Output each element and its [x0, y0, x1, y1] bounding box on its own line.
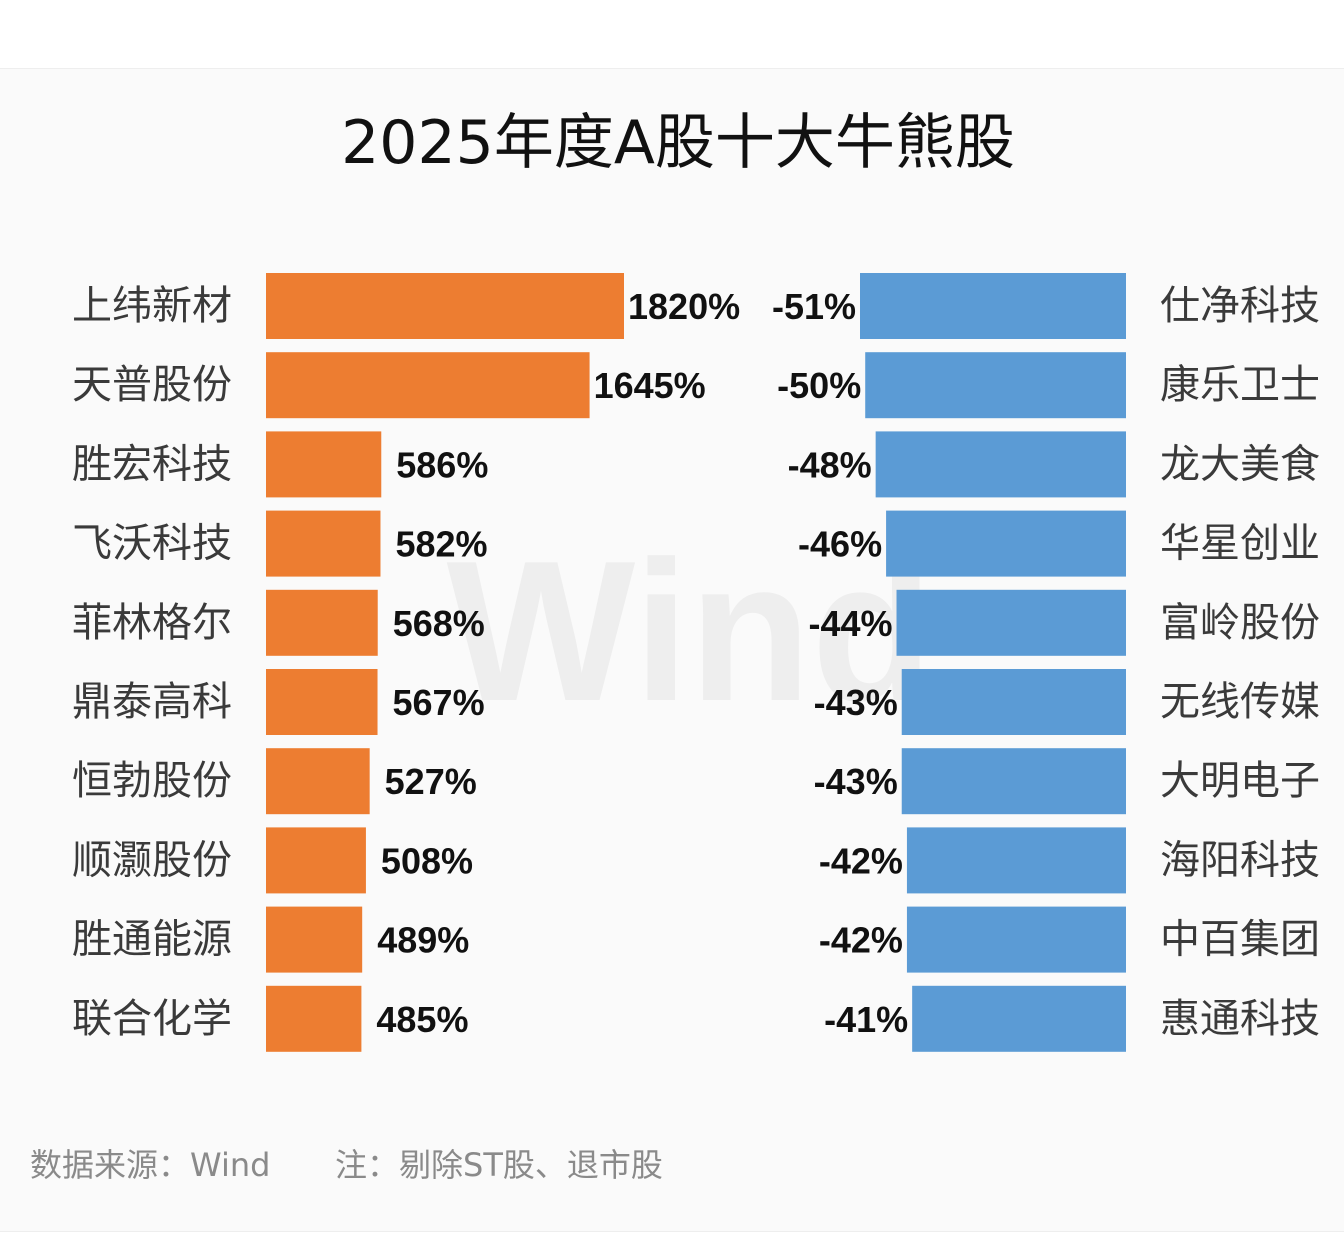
bull-value-label: 489% — [377, 920, 469, 961]
bull-bar — [266, 431, 382, 498]
bear-stock-name: 华星创业 — [1160, 521, 1320, 567]
bear-bar — [906, 827, 1126, 894]
bull-bar — [266, 827, 366, 894]
bear-stock-name: 龙大美食 — [1160, 441, 1320, 487]
bear-bar — [901, 748, 1126, 815]
bear-bar — [875, 431, 1126, 498]
bull-value-label: 586% — [396, 444, 488, 485]
bear-value-label: -43% — [814, 682, 898, 723]
bear-bar — [896, 589, 1126, 656]
bull-value-label: 527% — [385, 761, 477, 802]
bear-stock-name: 富岭股份 — [1160, 600, 1320, 646]
bear-value-label: -51% — [772, 286, 856, 327]
bull-value-label: 1820% — [628, 286, 740, 327]
chart-title: 2025年度A股十大牛熊股 — [341, 108, 1015, 178]
bull-stock-name: 上纬新材 — [72, 283, 232, 329]
bull-stock-name: 恒勃股份 — [72, 758, 232, 804]
bear-value-label: -41% — [824, 999, 908, 1040]
watermark-text: Wind — [447, 520, 934, 743]
bull-stock-name: 鼎泰高科 — [72, 679, 232, 725]
bull-bar — [266, 273, 624, 339]
bear-value-label: -46% — [798, 524, 882, 565]
bear-stock-name: 海阳科技 — [1160, 837, 1320, 883]
bear-stock-name: 仕净科技 — [1160, 283, 1320, 329]
bear-bar — [901, 669, 1126, 735]
bull-bar — [266, 985, 362, 1052]
bull-bar — [266, 589, 378, 656]
bear-stock-name: 康乐卫士 — [1160, 362, 1320, 408]
bear-value-label: -43% — [814, 761, 898, 802]
bull-value-label: 508% — [381, 840, 473, 881]
bear-stock-name: 无线传媒 — [1160, 679, 1320, 725]
bear-bar — [912, 985, 1126, 1052]
bear-stock-name: 大明电子 — [1160, 758, 1320, 804]
source-note: 数据来源：Wind — [30, 1146, 270, 1184]
bull-stock-name: 顺灏股份 — [72, 837, 232, 883]
bear-value-label: -44% — [808, 603, 892, 644]
exclusion-note: 注：剔除ST股、退市股 — [335, 1146, 663, 1184]
bull-stock-name: 菲林格尔 — [72, 600, 232, 646]
bull-bar — [266, 669, 378, 735]
bull-value-label: 568% — [393, 603, 485, 644]
bear-stock-name: 中百集团 — [1160, 917, 1320, 963]
bear-bar — [906, 906, 1126, 973]
bull-bar — [266, 352, 590, 419]
bull-stock-name: 联合化学 — [72, 996, 232, 1042]
bull-value-label: 1645% — [594, 365, 706, 406]
bull-stock-name: 飞沃科技 — [72, 521, 232, 567]
bull-value-label: 567% — [393, 682, 485, 723]
bull-stock-name: 天普股份 — [72, 362, 232, 408]
bull-bar — [266, 510, 381, 577]
bull-value-label: 582% — [395, 524, 487, 565]
bear-bar — [865, 352, 1126, 419]
bull-bar — [266, 906, 363, 973]
bear-value-label: -42% — [819, 840, 903, 881]
bear-bar — [860, 273, 1126, 339]
bear-stock-name: 惠通科技 — [1160, 996, 1320, 1042]
bull-stock-name: 胜宏科技 — [72, 441, 232, 487]
bear-value-label: -50% — [777, 365, 861, 406]
bull-value-label: 485% — [376, 999, 468, 1040]
bull-bar — [266, 748, 370, 815]
bear-value-label: -42% — [819, 920, 903, 961]
bull-stock-name: 胜通能源 — [72, 917, 232, 963]
bear-value-label: -48% — [788, 444, 872, 485]
bear-bar — [886, 510, 1126, 577]
